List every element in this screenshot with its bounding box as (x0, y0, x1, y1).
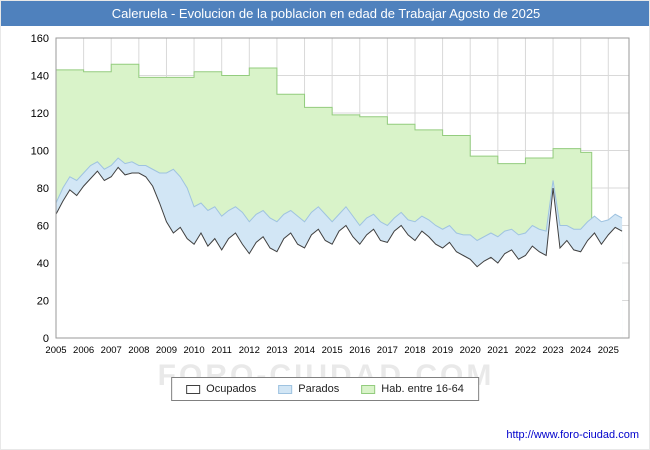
legend-label-ocupados: Ocupados (206, 383, 257, 395)
svg-text:2023: 2023 (542, 345, 563, 356)
chart-area: 0 20 40 60 80 100 120 140 160 2005 2006 2007 2008 200… (1, 26, 649, 376)
legend-label-parados: Parados (298, 383, 340, 395)
svg-text:2013: 2013 (266, 345, 287, 356)
svg-text:2008: 2008 (128, 345, 149, 356)
legend-item-ocupados: Ocupados (186, 383, 256, 395)
svg-text:140: 140 (31, 71, 49, 83)
legend-item-parados: Parados (278, 383, 339, 395)
svg-text:60: 60 (37, 221, 49, 233)
svg-text:2007: 2007 (101, 345, 122, 356)
svg-text:2014: 2014 (294, 345, 315, 356)
svg-text:2024: 2024 (570, 345, 591, 356)
svg-text:2016: 2016 (349, 345, 370, 356)
svg-text:0: 0 (43, 333, 49, 345)
svg-text:2021: 2021 (487, 345, 508, 356)
svg-text:2018: 2018 (404, 345, 425, 356)
svg-text:80: 80 (37, 183, 49, 195)
svg-text:2017: 2017 (377, 345, 398, 356)
chart-legend: Ocupados Parados Hab. entre 16-64 (171, 377, 479, 401)
chart-title: Caleruela - Evolucion de la poblacion en… (111, 6, 541, 21)
svg-text:160: 160 (31, 33, 49, 45)
svg-text:20: 20 (37, 296, 49, 308)
chart-title-bar: Caleruela - Evolucion de la poblacion en… (1, 1, 649, 26)
svg-text:2006: 2006 (73, 345, 94, 356)
svg-text:120: 120 (31, 108, 49, 120)
svg-text:2019: 2019 (432, 345, 453, 356)
svg-text:2011: 2011 (211, 345, 231, 356)
svg-text:2022: 2022 (515, 345, 536, 356)
svg-text:2009: 2009 (156, 345, 177, 356)
svg-text:100: 100 (31, 146, 49, 158)
svg-text:2025: 2025 (598, 345, 619, 356)
legend-swatch-parados (278, 384, 293, 394)
chart-svg: 0 20 40 60 80 100 120 140 160 2005 2006 2007 2008 200… (31, 33, 630, 356)
svg-text:2005: 2005 (45, 345, 66, 356)
legend-swatch-hab16-64 (361, 384, 376, 394)
legend-item-hab16-64: Hab. entre 16-64 (361, 383, 464, 395)
svg-text:2020: 2020 (460, 345, 481, 356)
svg-text:2012: 2012 (239, 345, 260, 356)
svg-text:2010: 2010 (183, 345, 204, 356)
legend-swatch-ocupados (186, 384, 201, 394)
footer-link[interactable]: http://www.foro-ciudad.com (506, 429, 639, 441)
svg-text:40: 40 (37, 258, 49, 270)
legend-label-hab16-64: Hab. entre 16-64 (381, 383, 464, 395)
svg-text:2015: 2015 (322, 345, 343, 356)
